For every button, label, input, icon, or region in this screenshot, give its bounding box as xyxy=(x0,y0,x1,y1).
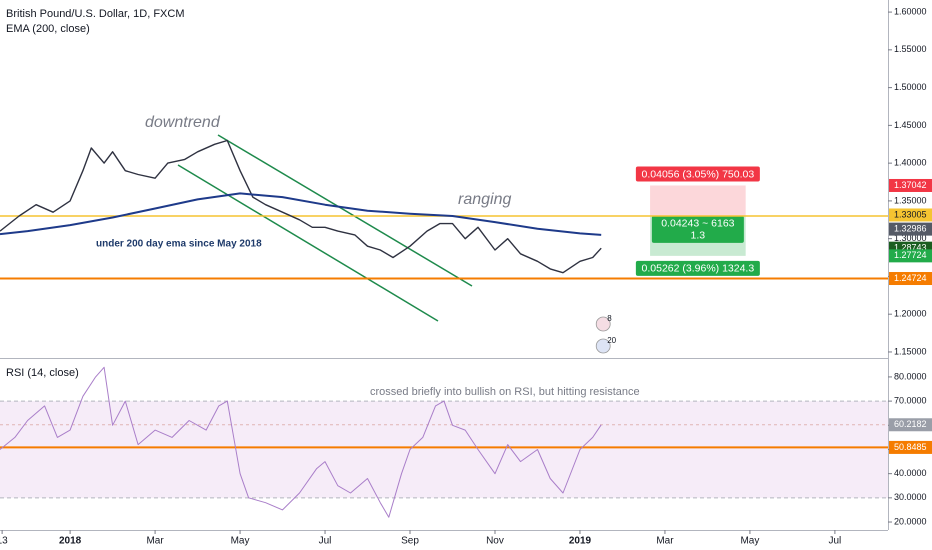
price-badge-label: 1.28743 xyxy=(894,243,927,253)
x-tick-label: Nov xyxy=(486,536,504,547)
position-stop-label: 0.04056 (3.05%) 750.03 xyxy=(642,168,755,180)
annotation: ranging xyxy=(458,191,511,208)
x-tick-label: 2018 xyxy=(59,536,82,547)
series-line xyxy=(0,192,602,236)
trend-channel-upper xyxy=(217,134,473,287)
event-icon xyxy=(595,338,611,354)
price-badge-label: 1.27724 xyxy=(894,250,927,260)
y-tick-label: 70.0000 xyxy=(894,395,927,405)
y-tick-label: 40.0000 xyxy=(894,468,927,478)
series-line xyxy=(0,366,602,518)
price-badge-label: 1.24724 xyxy=(894,273,927,283)
position-mid-label: 0.04243 ~ 6163 xyxy=(661,218,734,230)
x-tick-label: Jul xyxy=(319,536,332,547)
x-tick-label: 2019 xyxy=(569,536,592,547)
rsi-badge-label: 60.2182 xyxy=(894,419,927,429)
price-badge-label: 1.32986 xyxy=(894,223,927,233)
position-target-box xyxy=(635,260,760,276)
price-badge xyxy=(889,208,932,222)
rsi-annotation: crossed briefly into bullish on RSI, but… xyxy=(370,386,640,398)
rsi-band xyxy=(0,401,888,498)
annotation: under 200 day ema since May 2018 xyxy=(96,239,262,250)
chart-title: British Pound/U.S. Dollar, 1D, FXCM xyxy=(6,8,185,20)
rsi-title: RSI (14, close) xyxy=(6,367,79,379)
rsi-badge xyxy=(889,418,932,432)
price-badge-label: 1.33005 xyxy=(894,209,927,219)
rsi-level-label: 50.8485 xyxy=(894,442,927,452)
y-tick-label: 1.55000 xyxy=(894,44,927,54)
y-tick-label: 1.35000 xyxy=(894,195,927,205)
price-badge xyxy=(889,222,932,236)
x-tick-label: Mar xyxy=(656,536,674,547)
price-badge xyxy=(889,272,932,286)
x-tick-label: May xyxy=(740,536,759,547)
y-tick-label: 1.60000 xyxy=(894,6,927,16)
position-stop-box xyxy=(635,166,760,182)
event-count: 8 xyxy=(607,314,612,323)
rsi-level-badge xyxy=(889,440,932,454)
series-line xyxy=(0,139,602,274)
price-badge-label: 1.37042 xyxy=(894,180,927,190)
price-badge xyxy=(889,178,932,192)
x-tick-label: 13 xyxy=(0,536,8,547)
x-tick-label: Sep xyxy=(401,536,419,547)
y-tick-label: 80.0000 xyxy=(894,371,927,381)
event-count: 20 xyxy=(607,336,616,345)
y-tick-label: 30.0000 xyxy=(894,492,927,502)
y-tick-label: 1.50000 xyxy=(894,82,927,92)
y-tick-label: 1.30000 xyxy=(894,233,927,243)
trend-channel-lower xyxy=(177,164,439,322)
x-tick-label: Jul xyxy=(828,536,841,547)
y-tick-label: 1.15000 xyxy=(894,346,927,356)
price-badge xyxy=(889,249,932,263)
y-tick-label: 20.0000 xyxy=(894,516,927,526)
y-tick-label: 1.20000 xyxy=(894,309,927,319)
annotation: downtrend xyxy=(145,114,221,131)
position-target-label: 0.05262 (3.96%) 1324.3 xyxy=(642,263,755,275)
indicator-legend: EMA (200, close) xyxy=(6,23,90,35)
event-icon xyxy=(595,316,611,332)
position-mid-box xyxy=(651,215,744,243)
y-tick-label: 1.40000 xyxy=(894,158,927,168)
x-tick-label: May xyxy=(231,536,250,547)
y-tick-label: 1.45000 xyxy=(894,120,927,130)
position-risk xyxy=(650,185,746,216)
x-tick-label: Mar xyxy=(146,536,164,547)
position-mid-label: 1.3 xyxy=(691,230,706,242)
